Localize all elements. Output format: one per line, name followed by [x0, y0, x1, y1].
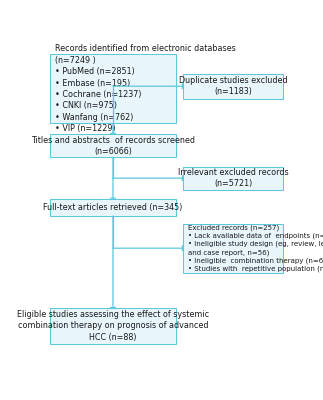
FancyBboxPatch shape — [50, 54, 176, 124]
FancyBboxPatch shape — [183, 224, 283, 273]
Text: Records identified from electronic databases
(n=7249 )
• PubMed (n=2851)
• Embas: Records identified from electronic datab… — [55, 44, 236, 133]
FancyBboxPatch shape — [50, 134, 176, 157]
FancyBboxPatch shape — [183, 74, 283, 99]
Text: Excluded records (n=257)
• Lack available data of  endpoints (n=118)
• Ineligibl: Excluded records (n=257) • Lack availabl… — [188, 224, 323, 272]
FancyBboxPatch shape — [183, 166, 283, 190]
Text: Irrelevant excluded records
(n=5721): Irrelevant excluded records (n=5721) — [178, 168, 288, 188]
Text: Titles and abstracts  of records screened
(n=6066): Titles and abstracts of records screened… — [31, 136, 195, 156]
Text: Eligible studies assessing the effect of systemic
combination therapy on prognos: Eligible studies assessing the effect of… — [17, 310, 209, 342]
FancyBboxPatch shape — [50, 199, 176, 216]
Text: Full-text articles retrieved (n=345): Full-text articles retrieved (n=345) — [43, 203, 183, 212]
FancyBboxPatch shape — [50, 308, 176, 344]
Text: Duplicate studies excluded
(n=1183): Duplicate studies excluded (n=1183) — [179, 76, 287, 96]
